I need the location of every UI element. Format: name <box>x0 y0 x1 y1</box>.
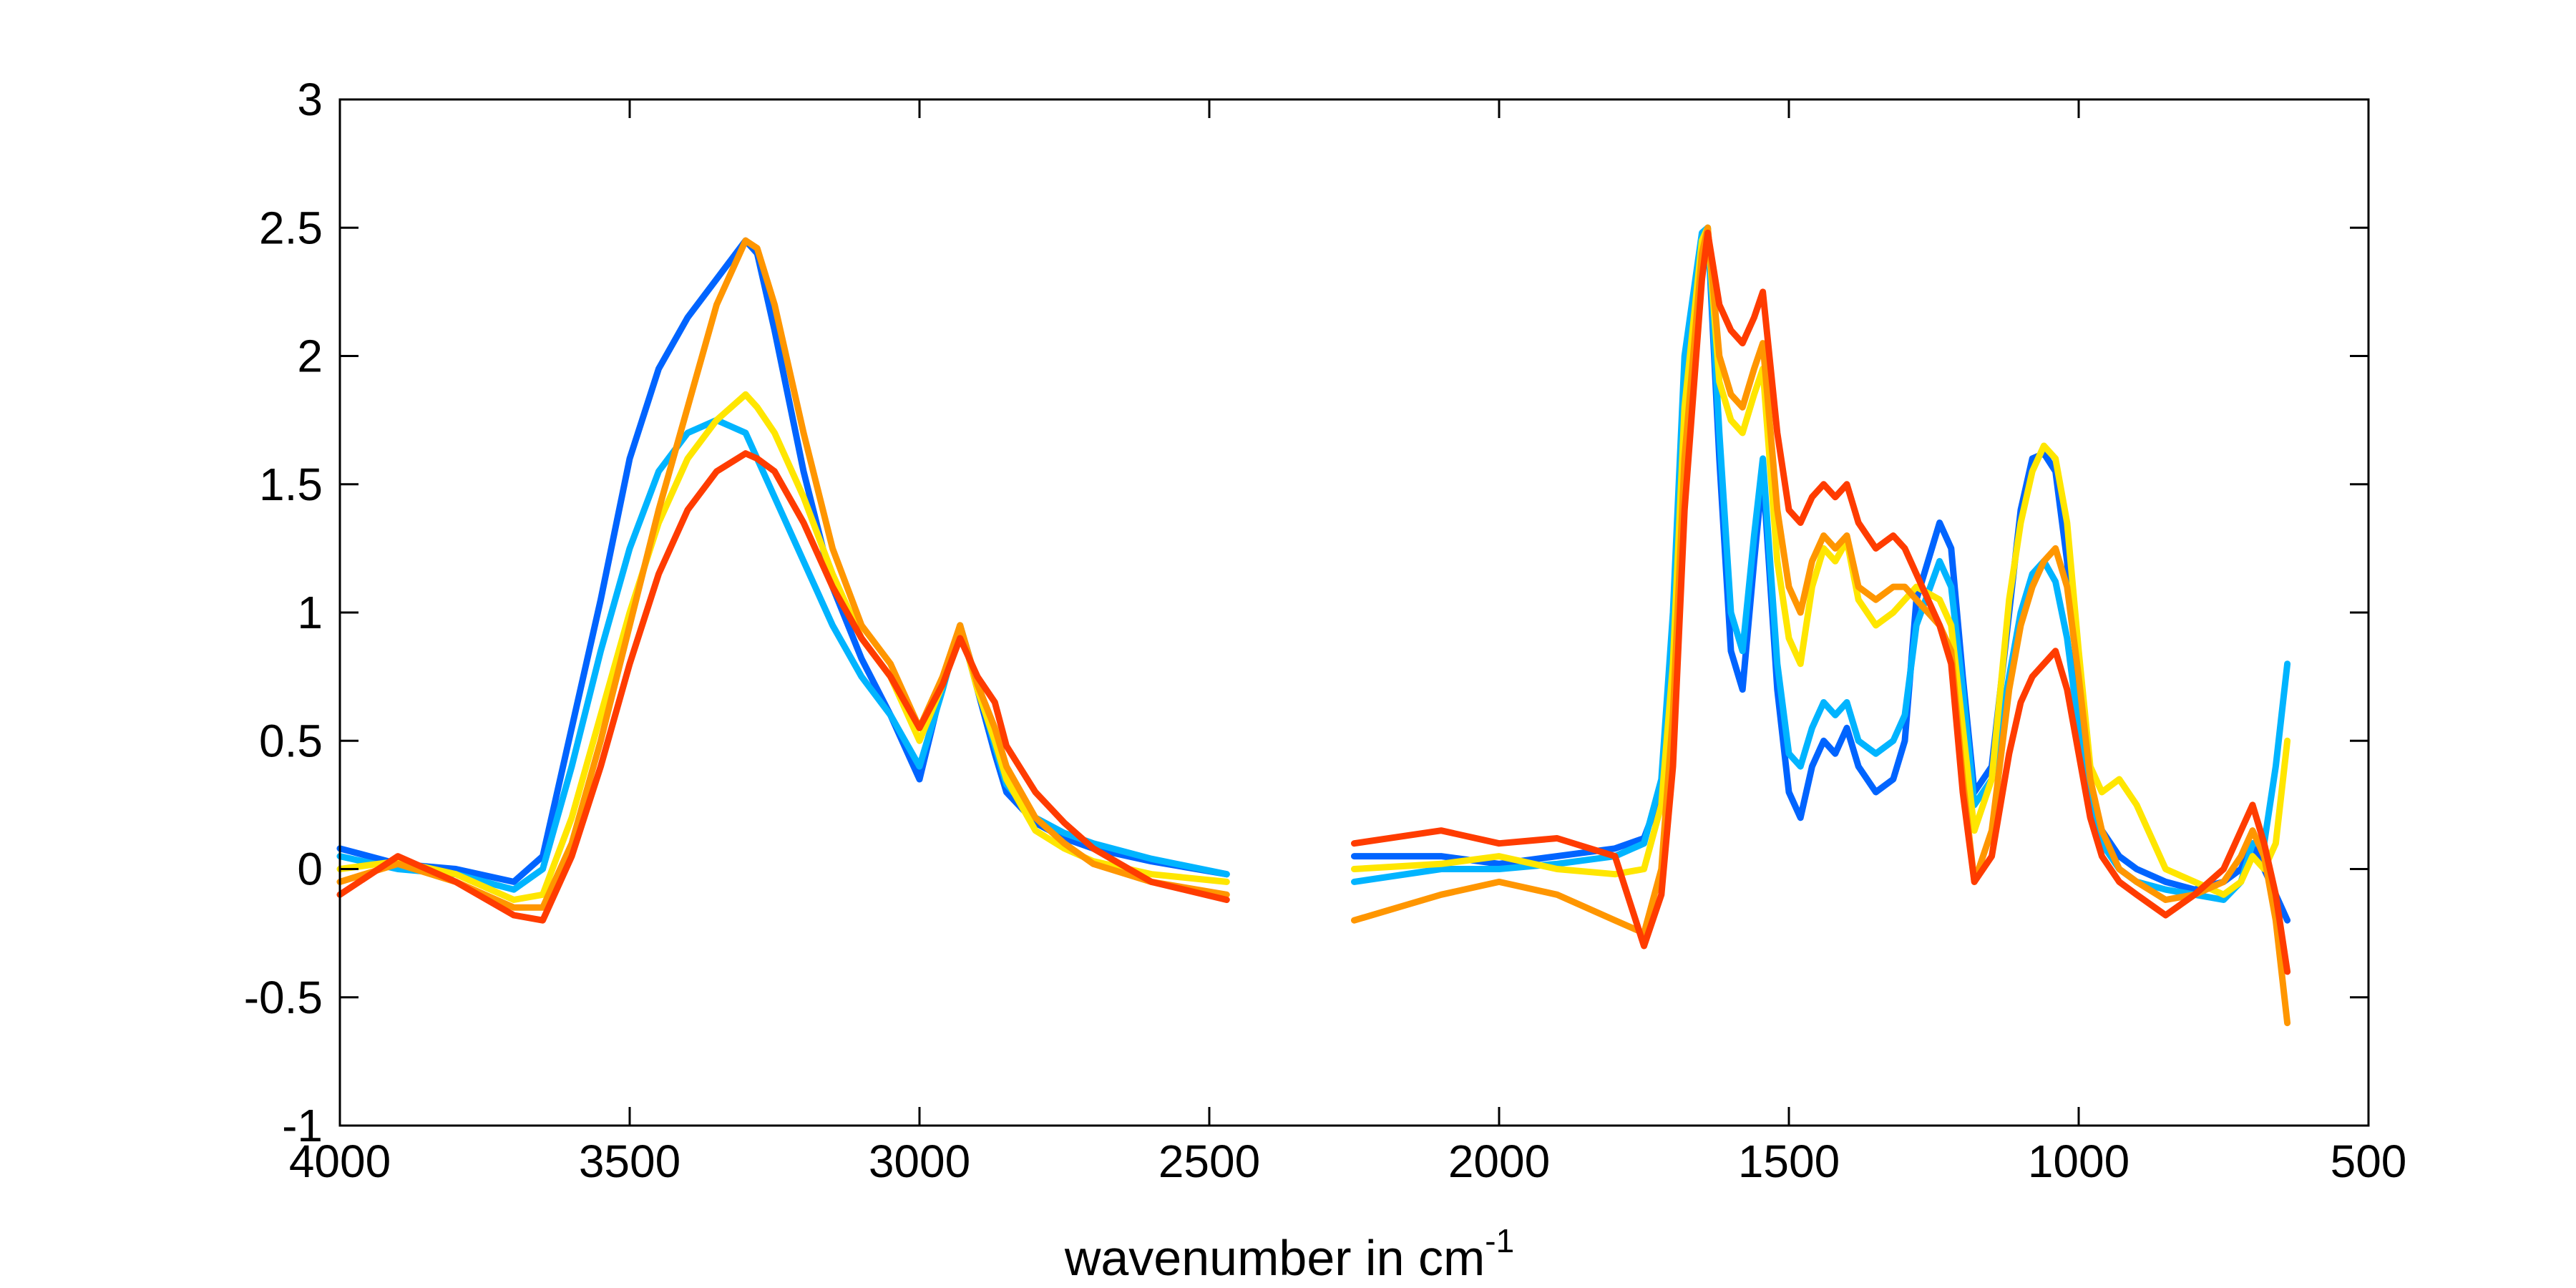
x-tick-label-0: 4000 <box>289 1136 391 1187</box>
y-tick-label-1: -0.5 <box>244 972 323 1023</box>
spectrum-line-0-segment-1 <box>1351 224 2291 924</box>
x-axis-title: wavenumber in cm-1 <box>1064 1222 1514 1286</box>
y-tick-label-3: 0.5 <box>259 715 323 766</box>
y-tick-label-7: 2.5 <box>259 202 323 253</box>
x-tick-label-2: 3000 <box>869 1136 970 1187</box>
spectra-series <box>336 224 2291 1027</box>
y-tick-label-4: 1 <box>297 587 323 638</box>
y-tick-label-6: 2 <box>297 331 323 382</box>
x-axis-title-superscript: -1 <box>1485 1222 1514 1259</box>
spectrum-line-4-segment-1 <box>1351 229 2291 975</box>
y-tick-label-0: -1 <box>282 1100 323 1151</box>
x-tick-label-1: 3500 <box>579 1136 680 1187</box>
spectrum-line-2-segment-1 <box>1351 224 2291 898</box>
x-tick-label-3: 2500 <box>1158 1136 1260 1187</box>
axis-ticks: 4000 3500 3000 2500 2000 1500 1000 500 -1 -0.5 0 0.… <box>244 74 2407 1187</box>
x-tick-label-4: 2000 <box>1448 1136 1550 1187</box>
x-tick-label-7: 500 <box>2331 1136 2407 1187</box>
spectrum-line-2-segment-0 <box>336 391 1230 903</box>
y-tick-label-2: 0 <box>297 844 323 895</box>
x-tick-label-6: 1000 <box>2028 1136 2129 1187</box>
x-axis-title-text: wavenumber in cm <box>1064 1230 1485 1286</box>
spectrum-line-3-segment-0 <box>336 237 1230 911</box>
spectrum-line-4-segment-0 <box>336 450 1230 924</box>
y-tick-label-8: 3 <box>297 74 323 125</box>
y-tick-label-5: 1.5 <box>259 459 323 510</box>
x-tick-label-5: 1500 <box>1738 1136 1840 1187</box>
